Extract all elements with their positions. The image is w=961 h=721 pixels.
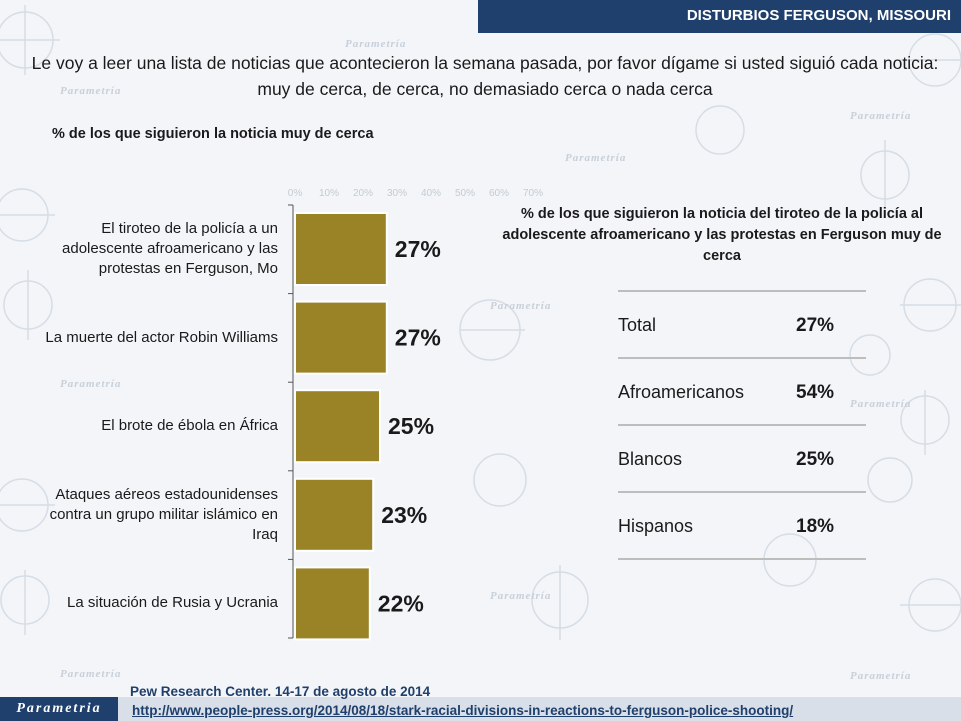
survey-question: Le voy a leer una lista de noticias que …	[31, 53, 939, 99]
table-row-label: Afroamericanos	[618, 382, 745, 402]
table-title: % de los que siguieron la noticia del ti…	[502, 206, 942, 264]
watermark-text: Parametría	[850, 398, 912, 410]
table-row: Total 27%	[618, 315, 866, 345]
bar-value-label: 27%	[395, 236, 441, 262]
table-row-value: 18%	[796, 516, 835, 537]
bar-value-label: 27%	[395, 325, 441, 351]
source-url-link[interactable]: http://www.people-press.org/2014/08/18/s…	[132, 703, 794, 718]
table-row-label: Total	[618, 315, 657, 335]
category-label: La muerte del actor Robin Williams	[45, 328, 278, 346]
table-divider	[618, 357, 866, 359]
footer-band	[0, 697, 961, 721]
watermark-text: Parametría	[565, 152, 627, 164]
table-row-value: 25%	[796, 449, 835, 470]
watermark-text: Parametría	[850, 110, 912, 122]
table-row: Hispanos 18%	[618, 516, 866, 546]
x-tick-label: 20%	[353, 188, 373, 199]
table-row-label: Hispanos	[618, 516, 694, 536]
x-tick-label: 50%	[455, 188, 475, 199]
bar-value-label: 25%	[388, 413, 434, 439]
x-tick-label: 40%	[421, 188, 441, 199]
table-row: Blancos 25%	[618, 449, 866, 479]
table-row-label: Blancos	[618, 449, 683, 469]
category-label: Ataques aéreos estadounidenses contra un…	[49, 485, 278, 543]
bar	[294, 566, 371, 641]
watermark-text: Parametría	[345, 38, 407, 50]
x-tick-label: 60%	[489, 188, 509, 199]
header-title: DISTURBIOS FERGUSON, MISSOURI	[686, 7, 951, 24]
table-row: Afroamericanos 54%	[618, 382, 866, 412]
x-tick-label: 10%	[319, 188, 339, 199]
x-tick-label: 30%	[387, 188, 407, 199]
watermark-text: Parametría	[490, 590, 552, 602]
table-divider	[618, 424, 866, 426]
category-label: El brote de ébola en África	[101, 417, 278, 435]
bar	[294, 300, 388, 375]
table-row-value: 27%	[796, 315, 835, 336]
footer-logo: Parametria	[0, 697, 118, 721]
table-divider	[618, 558, 866, 560]
watermark-text: Parametría	[60, 85, 122, 97]
category-label: La situación de Rusia y Ucrania	[67, 594, 278, 612]
table-divider	[618, 290, 866, 292]
watermark-text: Parametría	[60, 668, 122, 680]
bar-value-label: 22%	[378, 590, 424, 616]
bar-value-label: 23%	[381, 502, 427, 528]
source-citation: Pew Research Center. 14-17 de agosto de …	[130, 684, 431, 699]
bar	[294, 477, 375, 552]
x-tick-label: 70%	[523, 188, 543, 199]
x-tick-label: 0%	[288, 188, 303, 199]
category-label: El tiroteo de la policía a un adolescent…	[62, 220, 278, 277]
bar-chart-title: % de los que siguieron la noticia muy de…	[52, 126, 374, 142]
bar	[294, 389, 381, 464]
header-bar: DISTURBIOS FERGUSON, MISSOURI	[478, 0, 961, 33]
bar	[294, 212, 388, 286]
watermark-text: Parametría	[850, 670, 912, 682]
watermark-text: Parametría	[60, 378, 122, 390]
watermark-text: Parametría	[490, 300, 552, 312]
table-row-value: 54%	[796, 382, 835, 403]
table-divider	[618, 491, 866, 493]
